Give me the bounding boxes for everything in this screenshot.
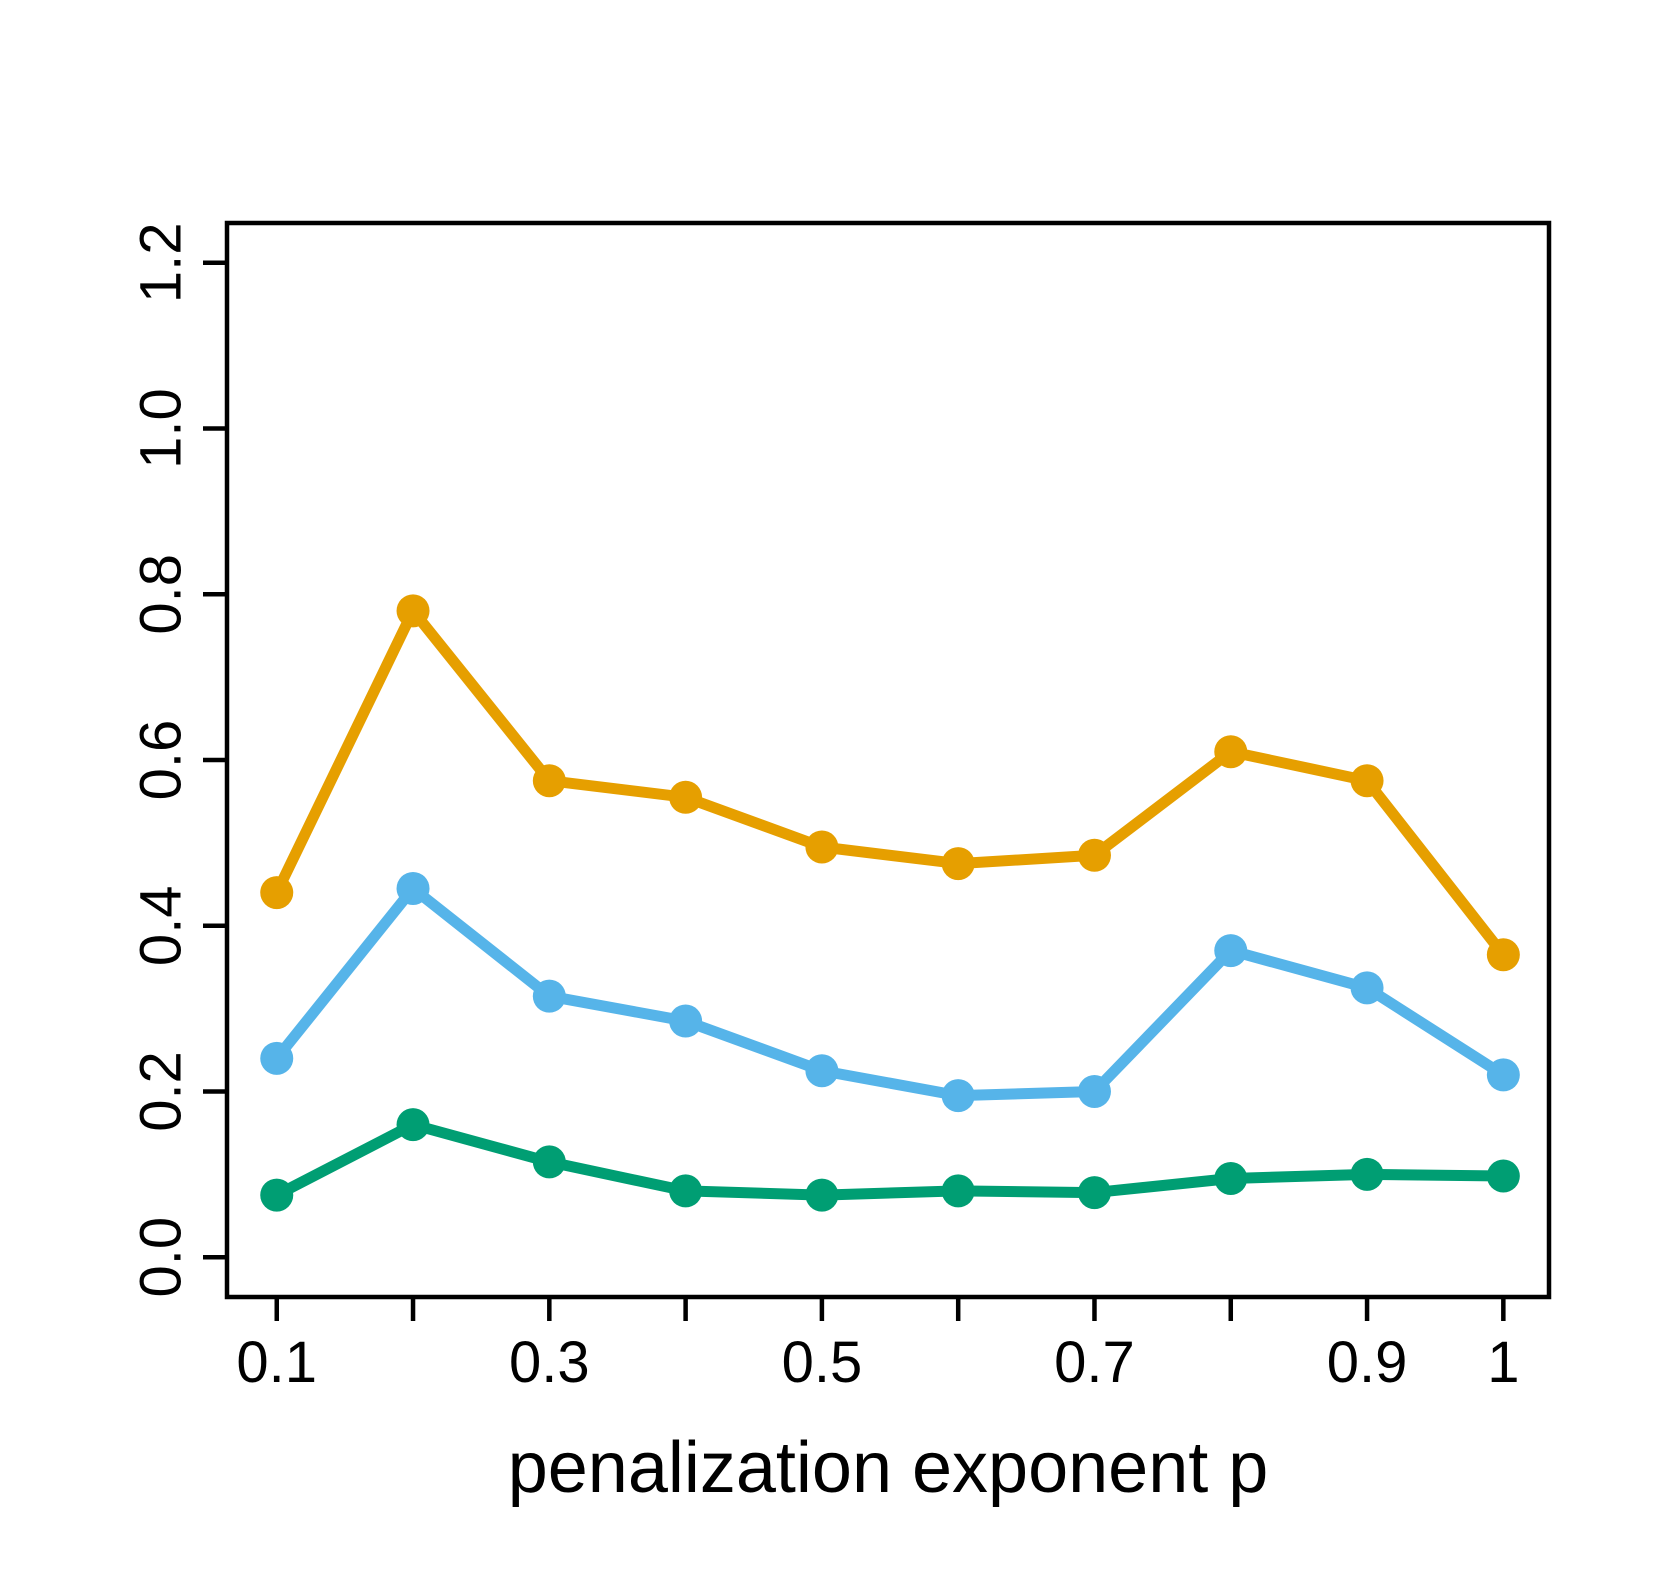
data-point-green-7 [1214, 1161, 1248, 1195]
y-tick-label-4: 0.8 [128, 554, 193, 635]
x-axis-label: penalization exponent p [508, 1428, 1269, 1508]
data-point-orange-3 [669, 780, 703, 814]
data-point-sky-blue-8 [1350, 971, 1384, 1005]
data-point-orange-9 [1486, 938, 1520, 972]
x-tick-label-2: 0.5 [782, 1330, 863, 1395]
data-point-green-5 [941, 1174, 975, 1208]
data-point-sky-blue-2 [532, 979, 566, 1013]
data-point-orange-1 [396, 594, 430, 628]
data-point-orange-6 [1077, 838, 1111, 872]
data-point-sky-blue-0 [260, 1041, 294, 1075]
plot-border [224, 220, 1552, 1300]
data-point-orange-0 [260, 876, 294, 910]
y-tick-label-1: 0.2 [128, 1051, 193, 1132]
y-tick-label-5: 1.0 [128, 388, 193, 469]
data-point-green-1 [396, 1108, 430, 1142]
data-point-orange-2 [532, 764, 566, 798]
x-tick-label-4: 0.9 [1327, 1330, 1408, 1395]
x-tick-label-3: 0.7 [1054, 1330, 1135, 1395]
data-point-green-4 [805, 1178, 839, 1212]
data-point-green-8 [1350, 1157, 1384, 1191]
data-point-orange-8 [1350, 764, 1384, 798]
data-point-orange-4 [805, 830, 839, 864]
data-point-green-6 [1077, 1176, 1111, 1210]
y-tick-label-6: 1.2 [128, 222, 193, 303]
data-point-green-0 [260, 1178, 294, 1212]
series-line-green [271, 1119, 1509, 1201]
series-line-orange [271, 605, 1509, 961]
data-point-sky-blue-3 [669, 1004, 703, 1038]
data-point-sky-blue-4 [805, 1054, 839, 1088]
data-point-orange-7 [1214, 735, 1248, 769]
y-tick-label-3: 0.6 [128, 720, 193, 801]
data-point-sky-blue-5 [941, 1079, 975, 1113]
data-point-sky-blue-6 [1077, 1074, 1111, 1108]
x-tick-label-5: 1 [1487, 1330, 1519, 1395]
data-point-green-9 [1486, 1159, 1520, 1193]
x-tick-label-0: 0.1 [236, 1330, 317, 1395]
data-point-sky-blue-1 [396, 871, 430, 905]
y-tick-label-2: 0.4 [128, 885, 193, 966]
data-point-green-2 [532, 1145, 566, 1179]
data-point-sky-blue-7 [1214, 934, 1248, 968]
y-tick-label-0: 0.0 [128, 1217, 193, 1298]
series-line-sky-blue [271, 882, 1509, 1102]
data-point-sky-blue-9 [1486, 1058, 1520, 1092]
data-point-orange-5 [941, 847, 975, 881]
x-tick-label-1: 0.3 [509, 1330, 590, 1395]
data-point-green-3 [669, 1174, 703, 1208]
